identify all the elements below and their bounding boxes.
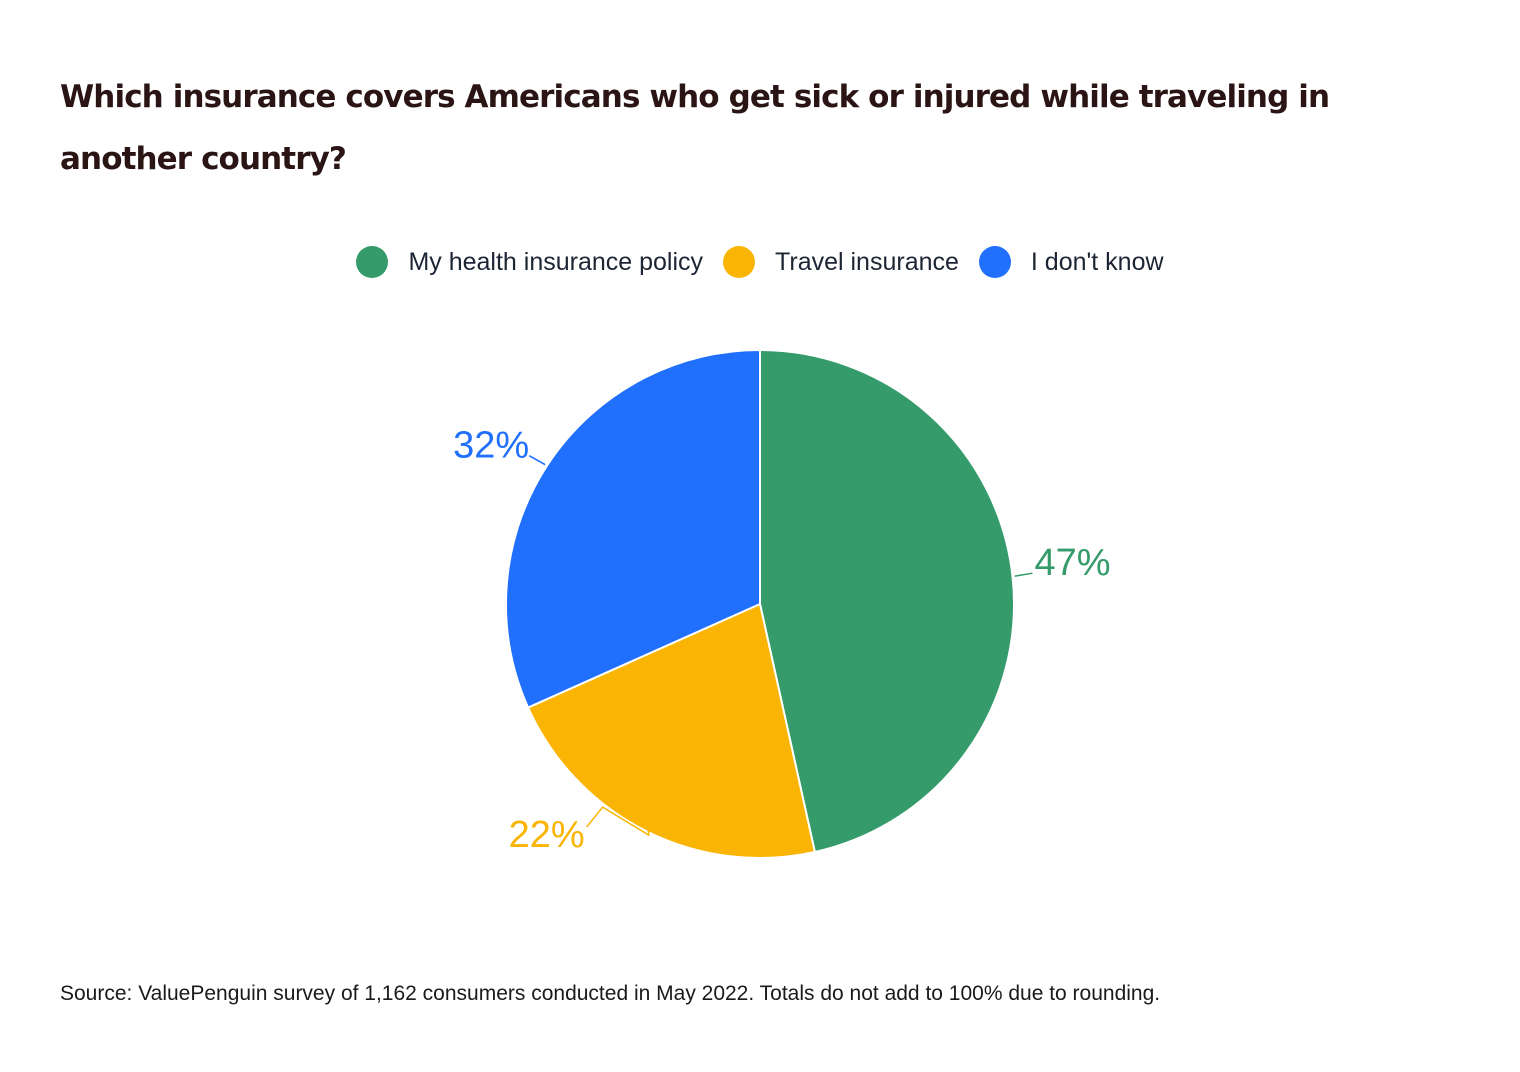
leader-line-dont-know	[528, 455, 546, 466]
chart-legend: My health insurance policy Travel insura…	[0, 242, 1520, 282]
legend-item-dont-know: I don't know	[978, 246, 1164, 278]
legend-label-health-insurance: My health insurance policy	[408, 247, 704, 276]
source-note: Source: ValuePenguin survey of 1,162 con…	[60, 982, 1161, 1005]
legend-label-travel-insurance: Travel insurance	[775, 247, 959, 276]
legend-label-dont-know: I don't know	[1030, 247, 1164, 276]
legend-swatch-travel-insurance	[723, 246, 756, 278]
pie-slice-travel-insurance	[526, 602, 817, 859]
leader-line-health-insurance	[1014, 572, 1033, 577]
pie-slice-health-insurance	[759, 348, 1015, 854]
pie-slice-dont-know	[505, 348, 761, 709]
data-label-health-insurance: 47%	[1034, 542, 1110, 584]
legend-swatch-dont-know	[978, 246, 1011, 278]
leader-line-travel-insurance	[586, 806, 650, 837]
data-label-dont-know: 32%	[453, 425, 529, 467]
legend-item-travel-insurance: Travel insurance	[723, 246, 959, 278]
data-label-travel-insurance: 22%	[509, 814, 585, 856]
legend-item-health-insurance: My health insurance policy	[356, 246, 703, 278]
legend-swatch-health-insurance	[356, 246, 389, 278]
chart-title: Which insurance covers Americans who get…	[60, 79, 1330, 177]
